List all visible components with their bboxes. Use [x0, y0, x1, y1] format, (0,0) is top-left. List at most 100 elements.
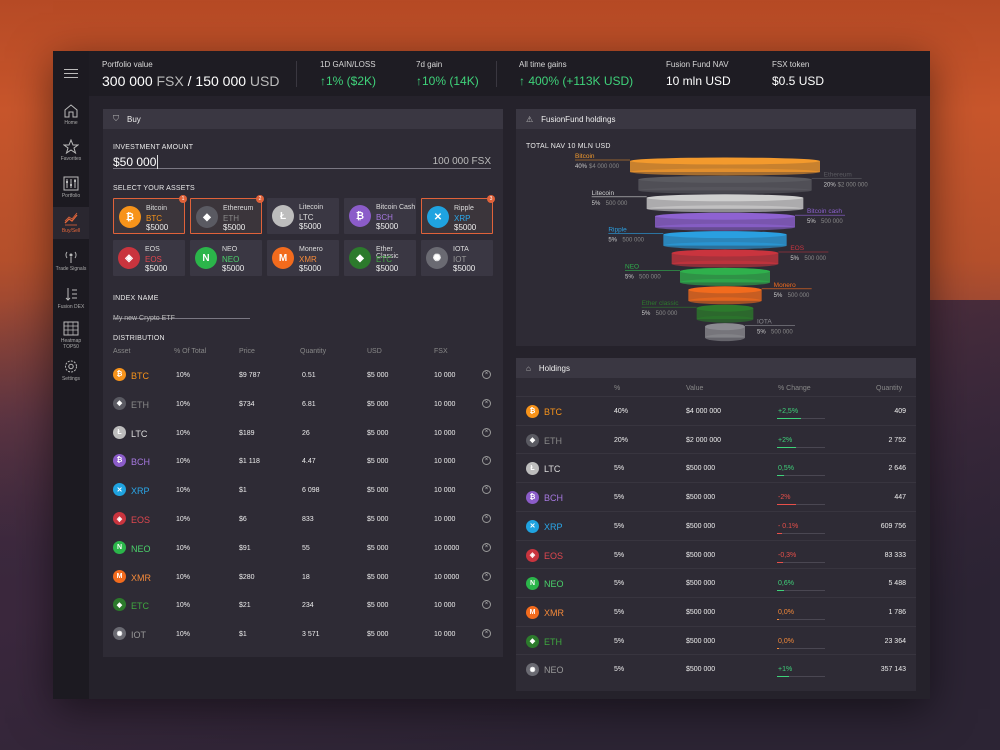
cell-fsx: 10 000: [434, 429, 456, 437]
asset-name: Ether Classic: [376, 246, 399, 260]
all-time-gains-value: ↑ 400% (+113K USD): [519, 74, 634, 88]
asset-card-btc[interactable]: ₿ Bitcoin BTC $5000 1: [113, 195, 187, 234]
sidebar-item-label: Buy/Sell: [61, 228, 81, 234]
asset-symbol: XMR: [299, 255, 317, 264]
asset-card-neo[interactable]: N NEO NEO $5000: [190, 240, 262, 276]
layer-pct: 5%: [790, 256, 799, 262]
app-window: Home Favorites Portfolio Buy/Sell Trade …: [53, 51, 930, 699]
investment-amount-input[interactable]: $50 000 100 000 FSX: [113, 153, 491, 169]
holdings-row: ◆ ETH 20% $2 000 000 +2% 2 752: [516, 424, 916, 454]
cell-change: +2%: [778, 436, 793, 444]
asset-card-eos[interactable]: ◈ EOS EOS $5000: [113, 240, 185, 276]
asset-name: Bitcoin: [146, 205, 168, 212]
coin-icon: ◆: [526, 634, 539, 648]
gain-1d-label: 1D GAIN/LOSS: [320, 60, 376, 69]
layer-pct: 40%: [575, 164, 588, 170]
layer-pct: 5%: [807, 219, 816, 225]
layer-name: IOTA: [757, 319, 772, 326]
holdings-row: Ł LTC 5% $500 000 0,5% 2 646: [516, 453, 916, 482]
funnel-layer-iota: [705, 323, 745, 342]
column-header: %: [614, 385, 621, 392]
column-header: Quantity: [876, 385, 903, 392]
cell-fsx: 10 000: [434, 458, 456, 466]
asset-card-xrp[interactable]: ✕ Ripple XRP $5000 3: [421, 195, 495, 234]
cell-price: $1: [239, 631, 247, 639]
layer-value: 500 000: [606, 201, 628, 207]
asset-card-etc[interactable]: ◆ Ether Classic ETC $5000: [344, 240, 416, 276]
layer-value: 500 000: [622, 238, 644, 244]
asset-card-bch[interactable]: ₿ Bitcoin Cash BCH $5000: [344, 198, 416, 234]
cell-change: +1%: [778, 666, 793, 674]
column-header: Quantity: [300, 348, 327, 355]
remove-icon[interactable]: ×: [482, 398, 491, 408]
change-bar: [777, 590, 825, 592]
asset-symbol: NEO: [222, 255, 240, 264]
funnel-layer-neo: [680, 267, 770, 286]
layer-value: 500 000: [821, 219, 843, 225]
sidebar-item-trade-signals[interactable]: Trade Signals: [53, 249, 89, 272]
coin-icon: ✕: [113, 483, 126, 497]
remove-icon[interactable]: ×: [482, 600, 491, 610]
cell-qty: 3 571: [302, 631, 320, 639]
remove-icon[interactable]: ×: [482, 456, 491, 466]
index-name-input[interactable]: My new Crypto ETF: [113, 307, 250, 322]
sidebar-item-favorites[interactable]: Favorites: [53, 139, 89, 162]
asset-symbol: ETC: [376, 255, 392, 264]
cell-price: $189: [239, 429, 255, 437]
remove-icon[interactable]: ×: [482, 514, 491, 523]
menu-icon[interactable]: [53, 51, 89, 96]
topbar: Portfolio value 300 000 FSX / 150 000 US…: [89, 51, 930, 96]
coin-icon: ◆: [526, 433, 539, 447]
funnel-layer-ripple: [663, 231, 787, 250]
cell-price: $6: [239, 516, 247, 523]
sidebar-item-portfolio[interactable]: Portfolio: [53, 176, 89, 199]
funnel-label: NEO 5% 500 000: [625, 263, 680, 280]
cell-pct: 10%: [176, 631, 191, 639]
sidebar-item-label: Favorites: [60, 156, 82, 162]
selection-badge: 1: [179, 195, 187, 203]
asset-card-xmr[interactable]: M Monero XMR $5000: [267, 240, 339, 276]
asset-name: Bitcoin Cash: [376, 204, 416, 211]
asset-price: $5000: [223, 223, 246, 232]
remove-icon[interactable]: ×: [482, 571, 491, 581]
cell-quantity: 409: [894, 408, 906, 415]
sidebar-item-settings[interactable]: Settings: [53, 359, 89, 382]
sidebar-item-heatmap[interactable]: Heatmap TOP50: [53, 321, 89, 350]
distribution-row: ◈ EOS 10% $6 833 $5 000 10 000 ×: [103, 505, 503, 534]
asset-symbol: LTC: [544, 464, 561, 475]
gain-7d-label: 7d gain: [416, 60, 443, 69]
remove-icon[interactable]: ×: [482, 427, 491, 437]
coin-icon: N: [526, 577, 539, 591]
portfolio-value-stat: Portfolio value 300 000 FSX / 150 000 US…: [102, 60, 279, 89]
divider: [496, 61, 497, 87]
cell-pct: 5%: [614, 666, 625, 674]
coin-icon: ₿: [119, 206, 141, 228]
distribution-row: Ł LTC 10% $189 26 $5 000 10 000 ×: [103, 419, 503, 448]
fsx-token-stat: FSX token $0.5 USD: [772, 60, 824, 88]
sidebar-item-fusion-dex[interactable]: Fusion DEX: [53, 287, 89, 310]
asset-symbol: EOS: [131, 515, 151, 525]
cell-value: $500 000: [686, 494, 716, 502]
gear-icon: [65, 360, 77, 373]
sliders-icon: [63, 176, 79, 191]
asset-card-ltc[interactable]: Ł Litecoin LTC $5000: [267, 198, 339, 234]
asset-symbol: BTC: [131, 371, 149, 381]
remove-icon[interactable]: ×: [482, 485, 491, 495]
asset-price: $5000: [145, 264, 168, 273]
cell-price: $9 787: [239, 372, 261, 379]
coin-icon: M: [526, 605, 539, 619]
coin-icon: ₿: [349, 205, 371, 227]
remove-icon[interactable]: ×: [482, 542, 491, 552]
asset-card-eth[interactable]: ◆ Ethereum ETH $5000 2: [190, 195, 264, 234]
remove-icon[interactable]: ×: [482, 629, 491, 639]
sidebar-item-buy-sell[interactable]: Buy/Sell: [53, 207, 89, 239]
cell-usd: $5 000: [367, 544, 389, 552]
asset-name: Monero: [299, 246, 323, 253]
sidebar-item-home[interactable]: Home: [53, 103, 89, 126]
remove-icon[interactable]: ×: [482, 370, 491, 379]
layer-pct: 5%: [625, 274, 634, 280]
funnel-layer-ethereum: [638, 175, 812, 194]
distribution-row: ₿ BCH 10% $1 118 4.47 $5 000 10 000 ×: [103, 447, 503, 476]
asset-symbol: EOS: [145, 255, 162, 264]
asset-card-iot[interactable]: ✺ IOTA IOT $5000: [421, 240, 493, 276]
